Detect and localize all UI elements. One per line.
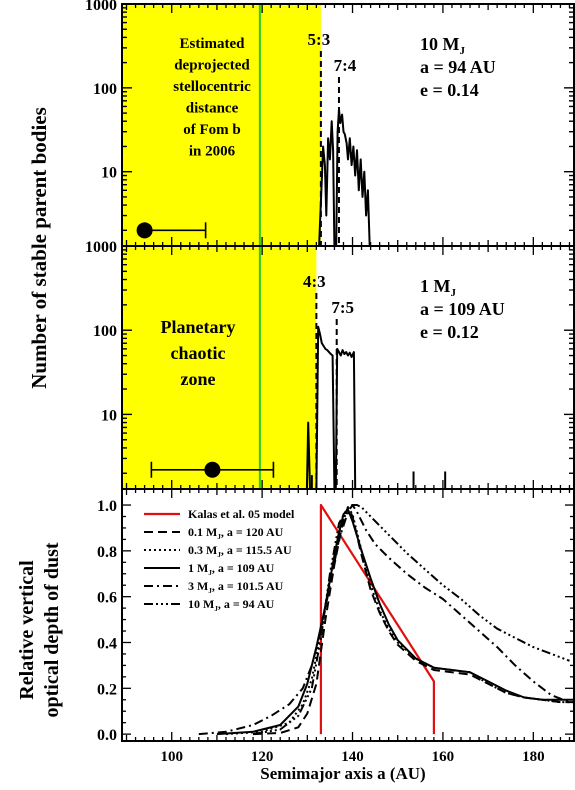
y-tick-label: 0.2 [97,681,117,698]
y-tick-label: 1000 [85,0,117,14]
series-line-middle-0 [305,325,357,489]
planet-e-label: e = 0.14 [420,80,479,100]
planet-mass-label: 1 MJ [420,276,457,299]
series-line-bottom-1 [253,506,574,736]
legend-label-3: 1 MJ, a = 109 AU [188,561,275,577]
legend-label-1: 0.1 MJ, a = 120 AU [188,525,284,541]
y-tick-label: 10 [101,407,117,424]
x-tick-label: 100 [160,749,183,765]
legend-label-0: Kalas et al. 05 model [188,507,295,521]
resonance-label-1: 7:5 [331,298,354,317]
y-tick-label: 1.0 [97,498,117,515]
shaded-text-line-5: in 2006 [189,144,236,160]
shaded-text-line-2: stellocentric [173,79,251,95]
y-tick-label: 0.4 [97,635,117,652]
panel-top: 5:37:4 Estimated deprojected stellocentric d… [85,0,575,247]
y-tick-label: 0.6 [97,590,117,607]
x-tick-label: 140 [341,749,364,765]
y-axis-label-bottom-line2: optical depth of dust [41,542,63,717]
shaded-text-line-1: chaotic [171,343,226,363]
x-tick-label: 180 [522,749,545,765]
errorbar-marker [204,461,221,478]
shaded-text-line-4: of Fom b [183,122,241,138]
resonance-label-1: 7:4 [334,56,357,75]
series-line-bottom-0 [319,503,435,735]
panel-middle: 4:3 7:5 Planetary chaotic zone a = 109 AU e = … [85,239,575,490]
x-axis-label: Semimajor axis a (AU) [260,764,425,783]
resonance-label-0: 4:3 [303,272,326,291]
series-line-top-0 [318,108,371,246]
y-axis-label-top: Number of stable parent bodies [27,107,51,389]
planet-mass-label: 10 MJ [420,34,466,57]
y-tick-label: 100 [93,323,117,340]
chaotic-zone-region [122,246,317,489]
shaded-text-line-3: distance [186,101,239,117]
resonance-label-0: 5:3 [308,30,331,49]
chaotic-zone-region [122,4,321,246]
y-axis-label-bottom-line1: Relative vertical [16,560,38,700]
legend-label-4: 3 MJ, a = 101.5 AU [188,579,284,595]
series-line-bottom-5 [252,504,570,736]
panel-bottom: 100 120 140 160 180 0.0 0.2 0.4 0.6 0.8 1.0 Kalas e… [97,488,575,765]
planet-e-label: e = 0.12 [420,322,479,342]
x-tick-label: 120 [251,749,274,765]
planet-a-label: a = 109 AU [420,299,505,319]
shaded-text-line-1: deprojected [174,58,250,74]
legend-label-5: 10 MJ, a = 94 AU [188,597,275,613]
shaded-text-line-0: Planetary [161,317,236,337]
y-tick-label: 0.0 [97,727,117,744]
x-tick-label: 160 [432,749,455,765]
y-tick-label: 1000 [85,239,117,256]
legend-label-2: 0.3 MJ, a = 115.5 AU [188,543,292,559]
shaded-text-line-0: Estimated [180,36,246,52]
planet-a-label: a = 94 AU [420,57,496,77]
y-tick-label: 100 [93,81,117,98]
shaded-text-line-2: zone [181,369,216,389]
series-line-bottom-4 [198,504,570,736]
plot-frame-bottom [121,488,575,742]
y-tick-label: 0.8 [97,544,117,561]
series-line-bottom-2 [225,506,574,736]
y-tick-label: 10 [101,165,117,182]
errorbar-marker [136,222,153,239]
